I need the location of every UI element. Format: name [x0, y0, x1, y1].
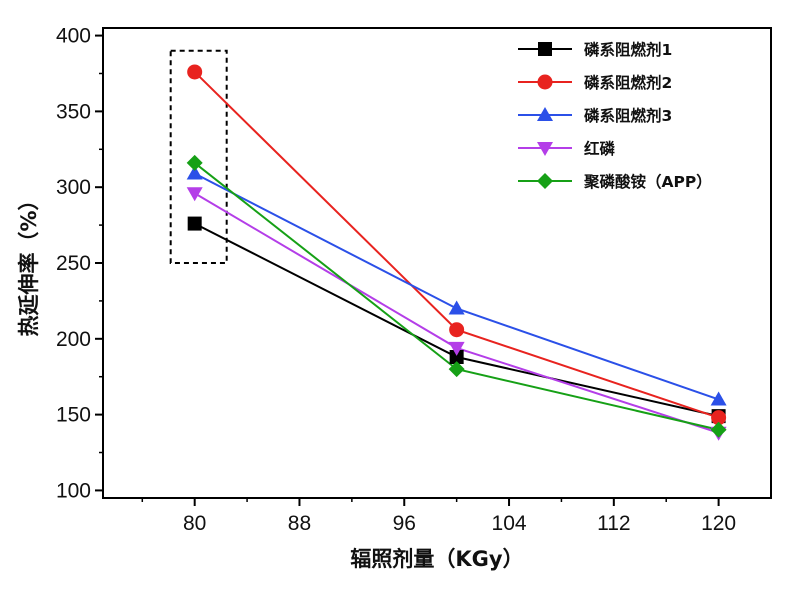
legend-label: 磷系阻燃剂3: [584, 106, 672, 125]
legend-marker: [537, 142, 553, 156]
data-point: [187, 216, 202, 231]
y-tick-label: 100: [56, 479, 91, 502]
x-tick-label: 96: [393, 512, 416, 535]
legend-marker: [538, 42, 552, 56]
data-point: [448, 300, 465, 315]
y-tick-label: 200: [56, 328, 91, 351]
legend-label: 磷系阻燃剂1: [584, 40, 672, 59]
legend-label: 聚磷酸铵（APP）: [583, 172, 712, 191]
series-lines: [193, 71, 719, 434]
ticks: 100 150 200 250 300 350 400 80 88 96 104 112 120: [56, 25, 736, 535]
legend-marker: [537, 107, 553, 121]
y-tick-label: 400: [56, 25, 91, 48]
series-line-5: [194, 162, 719, 431]
data-point: [186, 187, 203, 202]
data-point: [186, 165, 203, 180]
x-tick-label: 112: [597, 512, 630, 535]
legend-marker: [537, 173, 553, 189]
legend-marker: [537, 74, 553, 90]
series-line-1: [194, 222, 719, 418]
data-point: [186, 154, 203, 171]
x-tick-label: 120: [701, 512, 736, 535]
data-point: [187, 64, 203, 80]
y-tick-label: 300: [56, 176, 91, 199]
y-tick-label: 250: [56, 252, 91, 275]
data-point: [711, 410, 727, 426]
data-point: [710, 391, 727, 406]
legend-label: 磷系阻燃剂2: [584, 73, 672, 92]
x-tick-label: 104: [492, 512, 527, 535]
x-axis-title: 辐照剂量（KGy）: [350, 547, 523, 571]
legend-label: 红磷: [584, 139, 616, 158]
data-point: [449, 350, 464, 364]
data-point: [448, 361, 465, 378]
data-point: [448, 341, 465, 356]
y-axis-title: 热延伸率（%）: [17, 189, 41, 336]
x-tick-label: 80: [183, 512, 206, 535]
series-markers: [186, 64, 727, 441]
data-point: [710, 421, 727, 438]
highlight-rect: [169, 49, 228, 265]
highlight-box: [169, 49, 228, 265]
y-tick-label: 350: [56, 100, 91, 123]
data-point: [449, 322, 465, 338]
x-tick-label: 88: [288, 512, 311, 535]
y-tick-label: 150: [56, 404, 91, 427]
